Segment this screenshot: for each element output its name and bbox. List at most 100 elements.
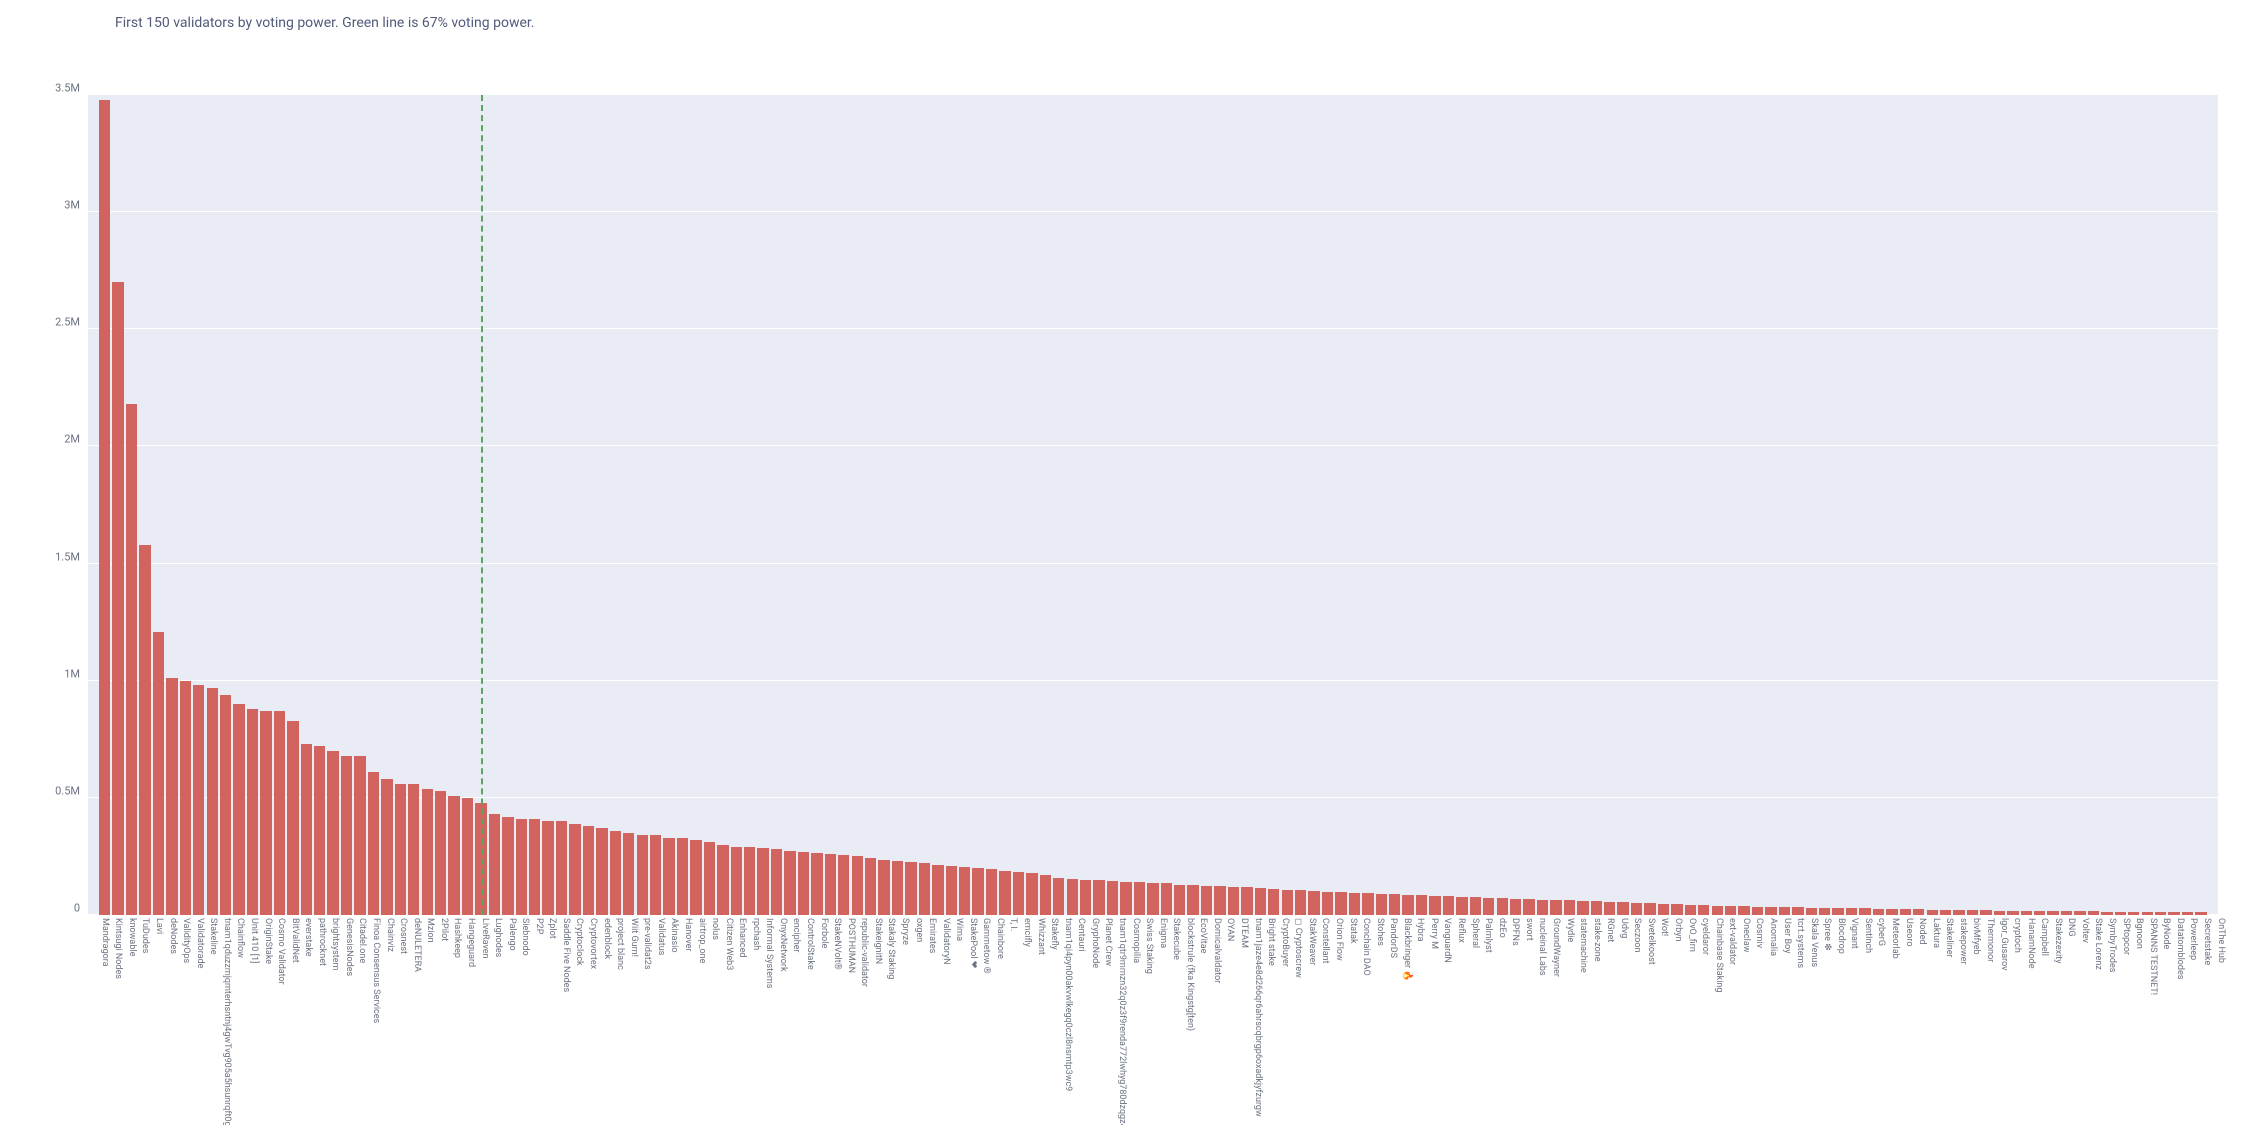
xlabel-slot: Bgnoon xyxy=(2132,918,2146,919)
bar-slot xyxy=(1133,95,1146,915)
xlabel-slot: blockstrule (fka Kingstg[ten) xyxy=(1183,918,1197,919)
xlabel: emcifly xyxy=(1022,918,1032,947)
xlabel-slot: Thermonor xyxy=(1983,918,1997,919)
xlabel: Bgnoon xyxy=(2134,918,2144,949)
bar-slot xyxy=(421,95,434,915)
bar xyxy=(637,835,648,915)
bar-slot xyxy=(232,95,245,915)
bar xyxy=(2047,911,2058,915)
x-axis-labels: MandragoraKintsugi NodesknowableTuDudesL… xyxy=(88,918,2238,919)
xlabel-slot: Chainbase Staking xyxy=(1712,918,1726,919)
bar xyxy=(327,751,338,915)
xlabel: Domicalvaldator xyxy=(1212,918,1222,983)
bar-slot xyxy=(810,95,823,915)
xlabel: POSTHUMAN xyxy=(846,918,856,973)
xlabel: Oneclaw xyxy=(1741,918,1751,953)
xlabel: Chainbase Staking xyxy=(1714,918,1724,992)
xlabel: Wot! xyxy=(1659,918,1669,936)
bar-slot xyxy=(1590,95,1603,915)
xlabel: Mzion xyxy=(425,918,435,943)
xlabel-slot: Lavi xyxy=(152,918,166,919)
xlabel: Enigma xyxy=(1158,918,1168,948)
bar-slot xyxy=(2127,95,2140,915)
xlabel: Chainviz xyxy=(385,918,395,952)
ytick-label: 3.5M xyxy=(55,82,88,95)
bar-slot xyxy=(743,95,756,915)
bar-slot xyxy=(555,95,568,915)
bar xyxy=(2007,911,2018,915)
xlabel: ControlStake xyxy=(805,918,815,970)
xlabel: tnam1qduzzmjqmterhsntnj4gwTvg905a5hsunrq… xyxy=(222,918,232,1125)
xlabel: DTEAM xyxy=(1239,918,1249,948)
bar xyxy=(2074,911,2085,915)
xlabel-slot: Cryptoclock xyxy=(573,918,587,919)
bar-slot xyxy=(904,95,917,915)
xlabel: Cryptoclock xyxy=(574,918,584,966)
bar xyxy=(1416,895,1427,915)
bar-slot xyxy=(1294,95,1307,915)
xlabel-slot: tnam1qduzzmjqmterhsntnj4gwTvg905a5hsunrq… xyxy=(220,918,234,919)
bar-slot xyxy=(1872,95,1885,915)
xlabel-slot: Whizzant xyxy=(1034,918,1048,919)
bar xyxy=(99,100,110,915)
xlabel: Wiit Gurn! xyxy=(629,918,639,957)
bar xyxy=(1362,893,1373,915)
bar-slot xyxy=(783,95,796,915)
bar xyxy=(1214,886,1225,915)
bar xyxy=(2061,911,2072,915)
bar-slot xyxy=(931,95,944,915)
xlabel-slot: Chainflow xyxy=(234,918,248,919)
bar-slot xyxy=(891,95,904,915)
xlabel-slot: statemachine xyxy=(1576,918,1590,919)
xlabel-slot: edenblock xyxy=(600,918,614,919)
xlabel-slot: Reflux xyxy=(1454,918,1468,919)
xlabel-slot: Spheral xyxy=(1468,918,1482,919)
xlabel: Blackbringer 🔥 xyxy=(1402,918,1412,982)
xlabel-slot: Planet Crew xyxy=(1102,918,1116,919)
xlabel-slot: Spryze xyxy=(898,918,912,919)
xlabel-slot: StakePool ❤ xyxy=(966,918,980,919)
xlabel-slot: pathrocknet xyxy=(315,918,329,919)
xlabel: lgor_Gusarov xyxy=(1999,918,2009,971)
ytick-label: 1M xyxy=(64,667,88,680)
xlabel: Zplot xyxy=(547,918,557,939)
xlabel-slot: Wydie xyxy=(1563,918,1577,919)
xlabel: Orion Flow xyxy=(1334,918,1344,961)
bar-slot xyxy=(1401,95,1414,915)
bar xyxy=(1591,901,1602,915)
xlabel: knowable xyxy=(127,918,137,956)
xlabel-slot: OvO_firn xyxy=(1685,918,1699,919)
xlabel: EcoVitae xyxy=(1198,918,1208,953)
xlabel: Chainflow xyxy=(235,918,245,958)
xlabel-slot: Stakefly xyxy=(1047,918,1061,919)
bar-slot xyxy=(488,95,501,915)
bar xyxy=(1967,910,1978,915)
xlabel: LiveRaven xyxy=(480,918,490,959)
xlabel-slot: ControlStake xyxy=(803,918,817,919)
xlabel-slot: Hangeguard xyxy=(464,918,478,919)
bar-slot xyxy=(206,95,219,915)
bar xyxy=(1456,897,1467,915)
bar-slot xyxy=(1643,95,1656,915)
bar xyxy=(1779,907,1790,915)
xlabel-slot: Stakeline xyxy=(207,918,221,919)
bar-slot xyxy=(246,95,259,915)
bar-slot xyxy=(1254,95,1267,915)
bar xyxy=(1927,910,1938,915)
xlabel: Citizen Web3 xyxy=(724,918,734,970)
bar-slot xyxy=(152,95,165,915)
xlabel-slot: SPANNS TESTNET! xyxy=(2146,918,2160,919)
xlabel-slot: Cosmo Validator xyxy=(274,918,288,919)
bar xyxy=(1617,902,1628,915)
xlabel-slot: Stakezexity xyxy=(2051,918,2065,919)
xlabel-slot: Stohes xyxy=(1373,918,1387,919)
bar-slot xyxy=(1146,95,1159,915)
xlabel-slot: deNULETERA xyxy=(410,918,424,919)
xlabel-slot: BitValidNet xyxy=(288,918,302,919)
xlabel-slot: Validatorade xyxy=(193,918,207,919)
xlabel: GenesisNodes xyxy=(344,918,354,976)
bar xyxy=(610,831,621,915)
bar-slot xyxy=(2194,95,2207,915)
xlabel-slot: DTEAM xyxy=(1237,918,1251,919)
xlabel-slot: Chainbore xyxy=(993,918,1007,919)
